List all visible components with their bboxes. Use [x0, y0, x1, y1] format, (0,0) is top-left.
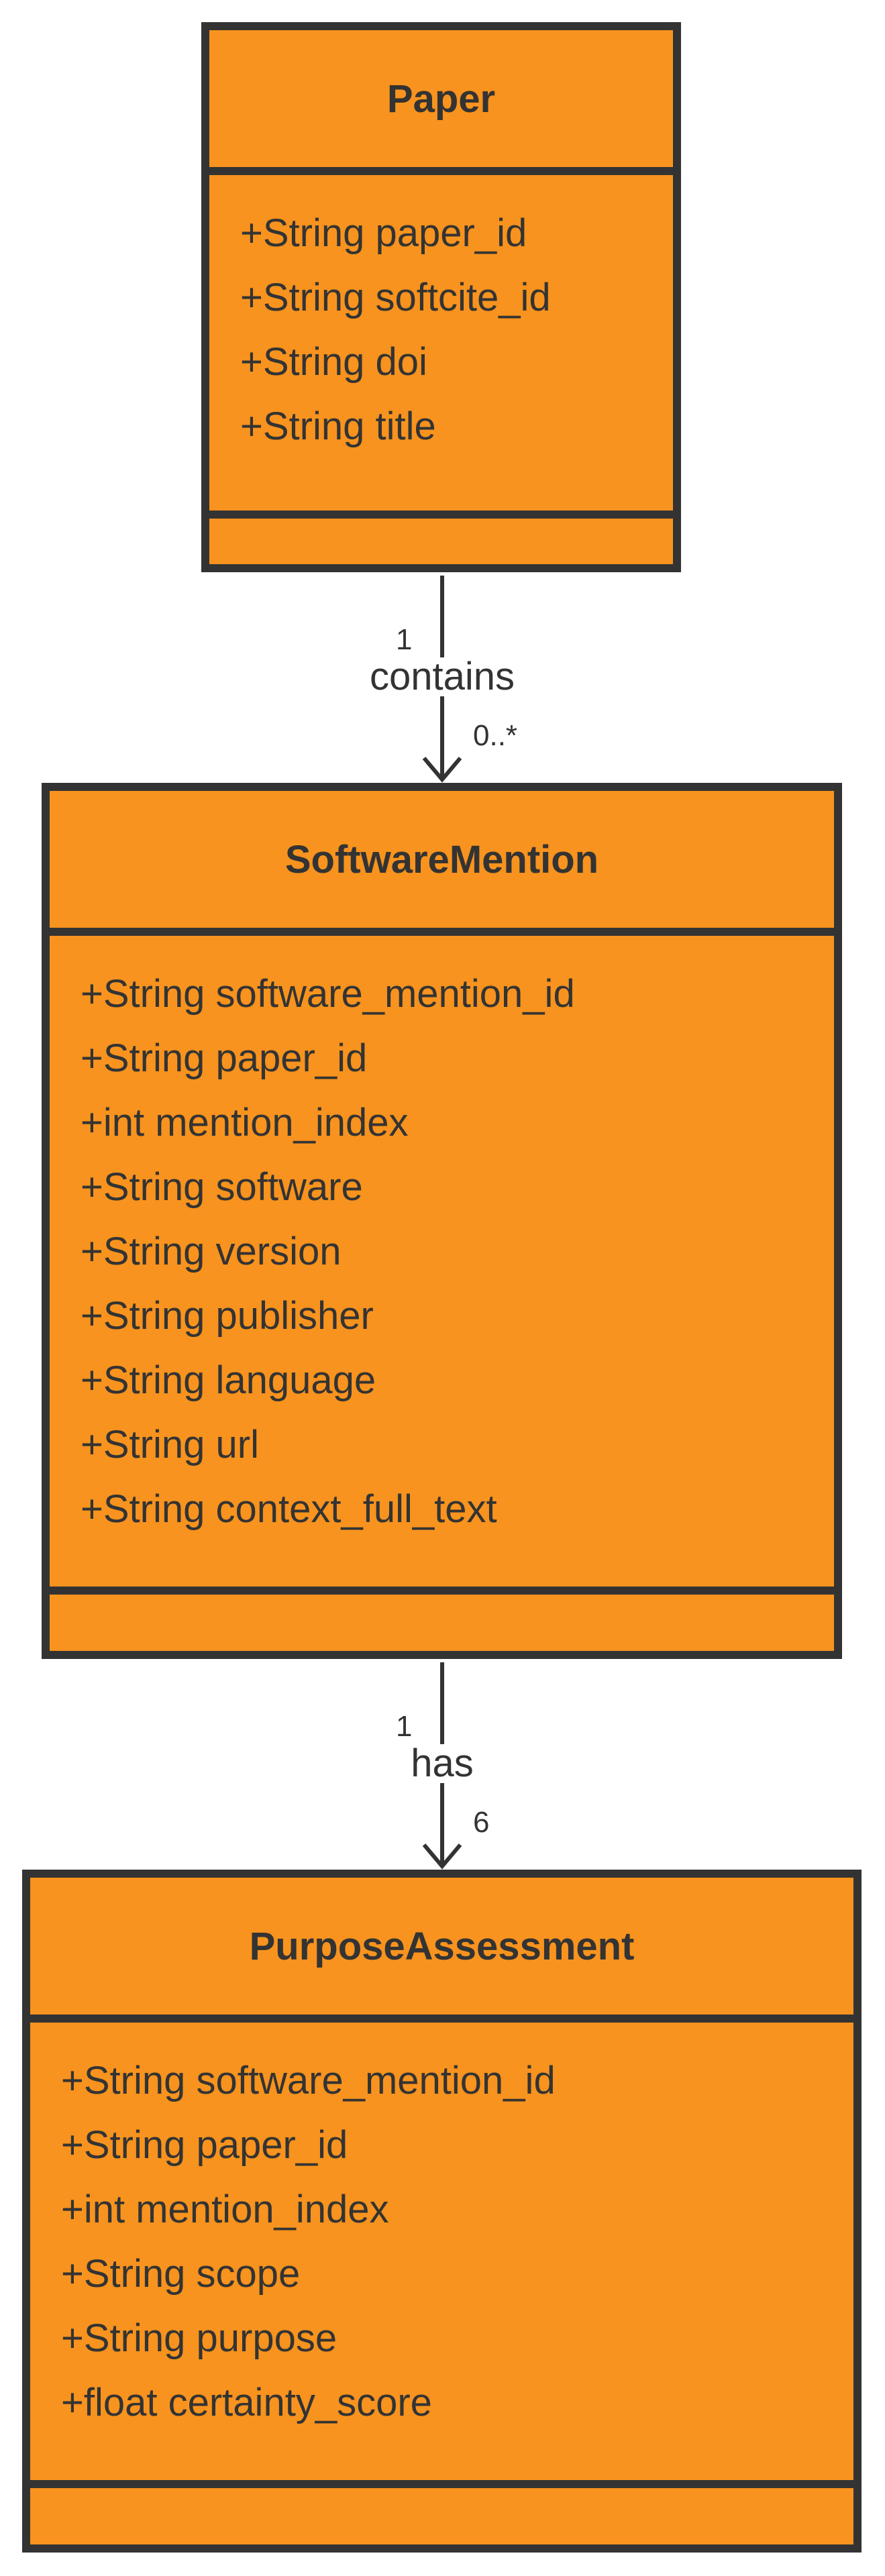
attribute-item: +String softcite_id [240, 276, 551, 319]
attribute-item: +String scope [61, 2252, 301, 2296]
class-name-purposeassessment: PurposeAssessment [30, 1878, 853, 2023]
methods-compartment-softwaremention [50, 1595, 834, 1651]
attribute-item: +String software_mention_id [61, 2059, 556, 2102]
class-name-paper: Paper [209, 30, 673, 175]
attribute-item: +String version [81, 1230, 342, 1273]
attributes-compartment-softwaremention: +String software_mention_id +String pape… [50, 936, 834, 1595]
attribute-item: +String software [81, 1165, 363, 1209]
methods-compartment-purposeassessment [30, 2488, 853, 2544]
multiplicity-purposeassessment-has: 6 [473, 1806, 490, 1839]
attribute-item: +float certainty_score [61, 2381, 432, 2424]
arrowhead-has [422, 1843, 462, 1870]
class-purposeassessment: PurposeAssessment +String software_menti… [22, 1870, 862, 2553]
attributes-compartment-paper: +String paper_id +String softcite_id +St… [209, 175, 673, 519]
arrowhead-contains [422, 757, 462, 783]
multiplicity-softwaremention-has: 1 [396, 1710, 413, 1743]
attribute-item: +String software_mention_id [81, 972, 575, 1016]
attributes-compartment-purposeassessment: +String software_mention_id +String pape… [30, 2023, 853, 2488]
attribute-item: +String paper_id [61, 2123, 348, 2167]
attribute-item: +String url [81, 1423, 259, 1466]
attribute-item: +String language [81, 1358, 376, 1402]
attribute-item: +String context_full_text [81, 1487, 497, 1531]
class-paper: Paper +String paper_id +String softcite_… [201, 22, 681, 572]
class-name-softwaremention: SoftwareMention [50, 791, 834, 936]
multiplicity-softwaremention-contains: 0..* [473, 719, 518, 752]
attribute-item: +String purpose [61, 2316, 337, 2360]
attribute-item: +String paper_id [240, 211, 527, 255]
methods-compartment-paper [209, 519, 673, 564]
class-softwaremention: SoftwareMention +String software_mention… [42, 783, 842, 1659]
attribute-item: +String doi [240, 340, 427, 384]
relation-label-contains: contains [365, 657, 519, 696]
multiplicity-paper-contains: 1 [396, 623, 413, 656]
attribute-item: +String title [240, 405, 436, 448]
attribute-item: +int mention_index [61, 2188, 389, 2231]
attribute-item: +String paper_id [81, 1036, 368, 1080]
relation-label-has: has [407, 1744, 478, 1783]
attribute-item: +String publisher [81, 1294, 374, 1338]
attribute-item: +int mention_index [81, 1101, 409, 1144]
